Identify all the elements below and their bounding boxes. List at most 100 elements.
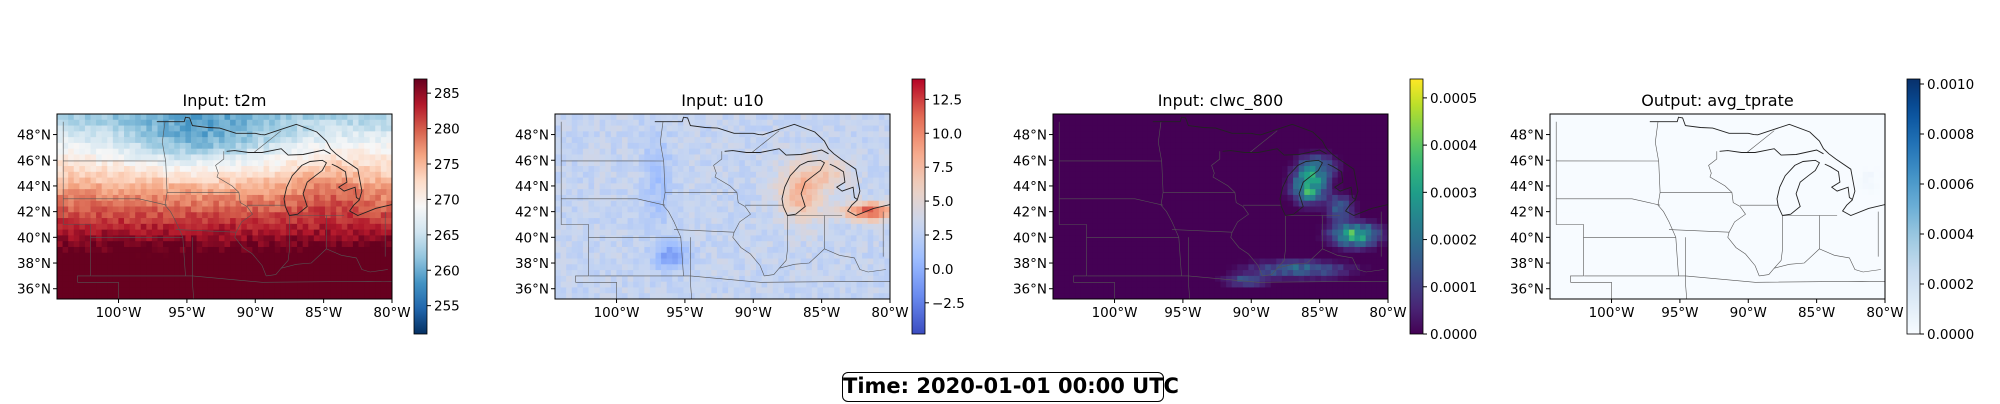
heatmap-cell [319,149,325,155]
heatmap-cell [644,183,650,189]
heatmap-cell [1053,137,1059,143]
heatmap-cell [1343,166,1349,172]
heatmap-cell [873,224,879,230]
heatmap-cell [314,195,320,201]
heatmap-cell [370,259,376,265]
heatmap-cell [57,224,63,230]
heatmap-cell [1098,183,1104,189]
heatmap-cell [264,241,270,247]
heatmap-cell [1075,178,1081,184]
heatmap-cell [600,149,606,155]
heatmap-cell [778,282,784,288]
heatmap-cell [823,178,829,184]
heatmap-cell [180,120,186,126]
heatmap-cell [185,126,191,132]
heatmap-cell [572,259,578,265]
heatmap-cell [308,131,314,137]
heatmap-cell [1226,207,1232,213]
heatmap-cell [1081,178,1087,184]
heatmap-cell [325,166,331,172]
heatmap-cell [303,166,309,172]
heatmap-cell [85,230,91,236]
heatmap-cell [717,241,723,247]
heatmap-cell [252,172,258,178]
heatmap-cell [174,120,180,126]
heatmap-cell [840,120,846,126]
heatmap-cell [107,212,113,218]
heatmap-cell [801,276,807,282]
heatmap-cell [845,131,851,137]
heatmap-cell [280,276,286,282]
heatmap-cell [163,178,169,184]
heatmap-cell [672,241,678,247]
heatmap-cell [790,270,796,276]
heatmap-cell [594,120,600,126]
heatmap-cell [91,282,97,288]
heatmap-cell [656,126,662,132]
heatmap-cell [286,166,292,172]
heatmap-cell [1098,143,1104,149]
heatmap-cell [1293,172,1299,178]
heatmap-cell [723,166,729,172]
heatmap-cell [589,195,595,201]
heatmap-cell [63,241,69,247]
heatmap-cell [1271,143,1277,149]
heatmap-cell [566,131,572,137]
heatmap-cell [734,235,740,241]
heatmap-cell [583,276,589,282]
heatmap-cell [141,264,147,270]
heatmap-cell [611,172,617,178]
heatmap-cell [656,230,662,236]
heatmap-cell [375,201,381,207]
heatmap-cell [1087,201,1093,207]
heatmap-cell [589,276,595,282]
heatmap-cell [1193,114,1199,120]
heatmap-cell [1114,126,1120,132]
heatmap-cell [1176,120,1182,126]
heatmap-cell [353,131,359,137]
heatmap-cell [308,264,314,270]
heatmap-cell [717,287,723,293]
heatmap-cell [135,247,141,253]
heatmap-cell [845,178,851,184]
heatmap-cell [264,154,270,160]
heatmap-cell [1126,114,1132,120]
heatmap-cell [180,201,186,207]
heatmap-cell [314,201,320,207]
heatmap-cell [1310,120,1316,126]
heatmap-cell [806,137,812,143]
heatmap-cell [851,149,857,155]
heatmap-cell [174,276,180,282]
heatmap-cell [180,137,186,143]
colorbar-tick-label: 7.5 [932,160,953,176]
heatmap-cell [286,137,292,143]
y-tick-label: 46°N [17,153,51,169]
heatmap-cell [63,195,69,201]
heatmap-cell [135,114,141,120]
heatmap-cell [834,189,840,195]
heatmap-cell [1198,114,1204,120]
heatmap-cell [185,160,191,166]
heatmap-cell [197,178,203,184]
heatmap-cell [829,195,835,201]
heatmap-cell [778,120,784,126]
heatmap-cell [79,218,85,224]
heatmap-cell [325,189,331,195]
heatmap-cell [258,183,264,189]
y-tick-label: 44°N [515,179,549,195]
heatmap-cell [370,160,376,166]
heatmap-cell [728,143,734,149]
heatmap-cell [1148,178,1154,184]
heatmap-cell [1321,195,1327,201]
heatmap-cell [555,259,561,265]
heatmap-cell [102,224,108,230]
heatmap-cell [113,282,119,288]
heatmap-cell [158,166,164,172]
heatmap-cell [1226,137,1232,143]
heatmap-cell [656,247,662,253]
heatmap-cell [359,224,365,230]
heatmap-cell [622,137,628,143]
heatmap-cell [264,235,270,241]
heatmap-cell [375,195,381,201]
heatmap-cell [728,120,734,126]
